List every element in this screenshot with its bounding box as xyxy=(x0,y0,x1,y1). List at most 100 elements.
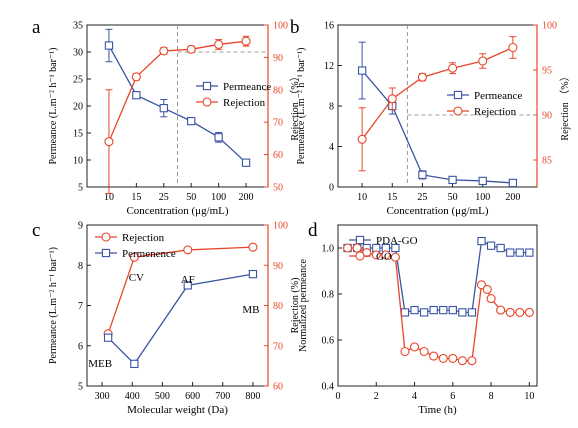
data-point-rejection xyxy=(186,44,196,54)
series-line-rejection xyxy=(108,40,247,142)
y-axis-label: Normalized permeance xyxy=(298,258,309,352)
y-tick-label: 10 xyxy=(73,156,83,167)
x-tick-label: 50 xyxy=(448,192,458,203)
data-point-go xyxy=(515,307,525,317)
x-tick-label: 100 xyxy=(475,192,490,203)
data-point-pda-go xyxy=(477,236,486,246)
legend-marker xyxy=(355,251,365,261)
data-point-go xyxy=(524,307,534,317)
y-tick-label: 6 xyxy=(78,341,83,352)
panel-label: d xyxy=(308,220,318,241)
data-point-go xyxy=(419,346,429,357)
point-annotation: CV xyxy=(129,272,144,284)
data-point-permeance xyxy=(159,104,168,113)
data-point-go xyxy=(390,252,400,262)
x-tick-label: 400 xyxy=(125,391,140,402)
legend-label: Permeance xyxy=(474,90,522,102)
panel-c: c 300 400 500 600 700 800 Molecular weight (Da)… xyxy=(32,220,301,416)
y2-tick-label: 95 xyxy=(542,66,552,77)
y2-tick-label: 70 xyxy=(273,341,283,352)
x-axis-label: Molecular weight (Da) xyxy=(127,404,228,416)
data-point-go xyxy=(381,250,391,260)
data-point-go xyxy=(371,250,381,260)
data-point-permeance xyxy=(357,66,367,75)
legend-marker xyxy=(453,106,463,116)
x-tick-label: 10 xyxy=(104,192,114,203)
x-tick-label: 200 xyxy=(505,192,520,203)
series-line-permeance xyxy=(361,70,513,184)
y-tick-label: 16 xyxy=(324,21,334,32)
y2-tick-label: 100 xyxy=(542,21,557,32)
y-axis-label: Permeance (L.m⁻² h⁻¹ bar⁻¹) xyxy=(48,47,59,164)
data-point-pda-go xyxy=(400,308,410,317)
data-point-pda-go xyxy=(410,305,419,315)
y-tick-label: 30 xyxy=(73,48,83,59)
legend-marker xyxy=(453,90,463,100)
data-point-permenence xyxy=(183,281,192,290)
data-point-go xyxy=(352,243,362,253)
data-point-go xyxy=(438,353,448,363)
panel-label: b xyxy=(290,17,300,38)
legend-label: Rejection xyxy=(474,106,517,118)
data-point-go xyxy=(496,305,506,315)
x-tick-label: 4 xyxy=(412,391,417,402)
plot-frame xyxy=(86,224,269,387)
data-point-rejection xyxy=(129,252,139,262)
legend-marker xyxy=(202,81,212,91)
y-tick-label: 8 xyxy=(78,261,83,272)
data-point-pda-go xyxy=(391,243,400,253)
data-point-rejection xyxy=(448,63,458,73)
legend-marker xyxy=(202,97,212,107)
data-point-go xyxy=(486,294,496,304)
y-tick-label: 5 xyxy=(78,183,83,194)
data-point-rejection xyxy=(131,72,141,82)
x-tick-label: 50 xyxy=(186,192,196,203)
legend-label: Permenence xyxy=(122,248,176,260)
y-tick-label: 20 xyxy=(73,102,83,113)
data-point-pda-go xyxy=(458,308,467,317)
y2-axis-label: Rejection （%） xyxy=(559,71,571,140)
x-tick-label: 200 xyxy=(239,192,254,203)
data-point-permenence xyxy=(248,269,258,279)
data-point-permeance xyxy=(187,116,196,126)
x-tick-label: 500 xyxy=(155,391,170,402)
legend-label: Rejection xyxy=(122,232,165,244)
y-tick-label: 4 xyxy=(329,142,334,153)
data-point-permenence xyxy=(103,333,113,342)
data-point-permenence xyxy=(130,359,139,369)
y2-axis-label: Rejection （%） xyxy=(289,71,301,140)
x-tick-label: 15 xyxy=(387,192,397,203)
series-line-permenence xyxy=(107,273,254,365)
data-point-permeance xyxy=(448,175,457,185)
data-point-rejection xyxy=(357,134,367,144)
y2-tick-label: 90 xyxy=(273,261,283,272)
data-point-rejection xyxy=(508,42,518,53)
data-point-go xyxy=(482,284,492,294)
data-point-rejection xyxy=(478,56,488,66)
y2-tick-label: 90 xyxy=(542,111,552,122)
legend-label: GO xyxy=(376,251,392,263)
data-point-permeance xyxy=(508,178,518,188)
x-tick-label: 600 xyxy=(185,391,200,402)
y2-tick-label: 60 xyxy=(273,382,283,393)
data-point-permeance xyxy=(104,41,114,50)
data-point-go xyxy=(343,243,353,253)
series-line-rejection xyxy=(107,246,253,334)
legend-label: Permeance xyxy=(223,81,271,93)
y-tick-label: 0.4 xyxy=(322,382,335,393)
y-tick-label: 0.6 xyxy=(322,336,335,347)
y2-tick-label: 100 xyxy=(273,221,288,232)
y-tick-label: 5 xyxy=(78,382,83,393)
data-point-pda-go xyxy=(448,305,457,315)
data-point-rejection xyxy=(417,72,427,82)
x-tick-label: 25 xyxy=(159,192,169,203)
y-tick-label: 7 xyxy=(78,301,83,312)
x-tick-label: 10 xyxy=(357,192,367,203)
y-tick-label: 12 xyxy=(324,61,334,72)
panel-label: a xyxy=(32,17,41,38)
x-tick-label: 25 xyxy=(417,192,427,203)
y2-tick-label: 50 xyxy=(273,183,283,194)
legend-label: PDA-GO xyxy=(376,235,418,247)
y-tick-label: 35 xyxy=(73,21,83,32)
